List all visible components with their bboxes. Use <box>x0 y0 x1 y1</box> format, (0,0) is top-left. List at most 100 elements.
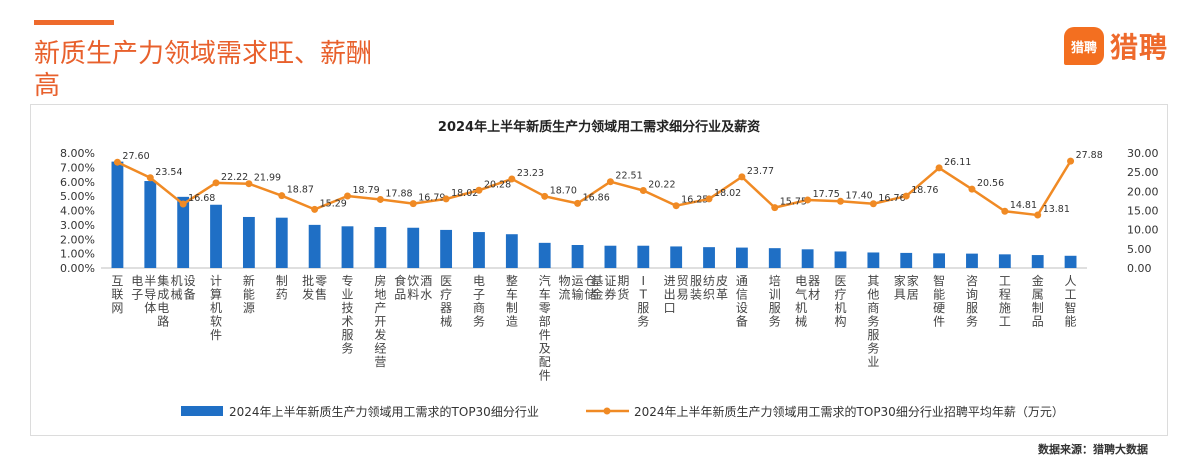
salary-point <box>278 192 286 200</box>
right-axis-tick-label: 10.00 <box>1127 224 1159 237</box>
salary-data-label: 16.86 <box>583 192 610 203</box>
bar <box>242 216 255 268</box>
svg-text:发: 发 <box>302 287 314 302</box>
svg-text:他: 他 <box>867 288 879 302</box>
svg-text:部: 部 <box>539 314 551 329</box>
svg-text:品: 品 <box>1032 315 1044 329</box>
svg-text:务: 务 <box>637 314 649 329</box>
svg-text:施: 施 <box>999 301 1011 315</box>
svg-text:服: 服 <box>769 301 781 315</box>
svg-text:互: 互 <box>111 274 123 288</box>
svg-text:输: 输 <box>572 287 584 302</box>
svg-text:疗: 疗 <box>834 288 846 302</box>
left-axis-tick-label: 4.00% <box>60 205 95 218</box>
salary-point <box>541 192 549 200</box>
svg-text:成: 成 <box>157 288 169 302</box>
svg-text:商: 商 <box>867 300 879 315</box>
salary-data-label: 17.40 <box>846 190 873 201</box>
salary-point <box>804 196 812 204</box>
svg-text:半: 半 <box>144 274 156 288</box>
svg-text:械: 械 <box>795 314 807 329</box>
svg-text:汽: 汽 <box>539 273 551 288</box>
salary-data-label: 16.76 <box>878 193 905 204</box>
svg-text:料: 料 <box>407 288 419 302</box>
logo-text: 猎聘 <box>1110 31 1169 64</box>
svg-text:品: 品 <box>394 288 406 302</box>
svg-text:术: 术 <box>341 315 353 329</box>
salary-point <box>869 200 877 208</box>
svg-text:零: 零 <box>539 301 551 315</box>
salary-data-label: 15.29 <box>320 198 347 209</box>
svg-text:属: 属 <box>1032 288 1044 302</box>
svg-text:居: 居 <box>907 288 919 302</box>
svg-text:务: 务 <box>473 314 485 329</box>
bar <box>867 252 880 268</box>
bar <box>210 204 222 268</box>
bar <box>538 242 551 268</box>
salary-data-label: 18.76 <box>911 185 938 196</box>
salary-data-label: 23.54 <box>155 167 182 178</box>
salary-data-label: 20.22 <box>648 179 675 190</box>
svg-text:批: 批 <box>302 273 314 288</box>
svg-text:体: 体 <box>144 301 156 315</box>
salary-point <box>837 197 844 205</box>
salary-point <box>1001 207 1009 215</box>
svg-text:设: 设 <box>184 274 196 288</box>
svg-text:工: 工 <box>999 315 1011 329</box>
svg-text:储: 储 <box>585 287 597 302</box>
svg-text:电: 电 <box>473 274 485 288</box>
svg-text:能: 能 <box>243 288 255 302</box>
svg-text:期: 期 <box>617 274 629 288</box>
salary-data-label: 17.88 <box>385 188 412 199</box>
bar <box>440 229 453 268</box>
svg-text:子: 子 <box>473 288 485 302</box>
svg-text:织: 织 <box>703 288 715 302</box>
svg-text:制: 制 <box>506 301 518 315</box>
salary-point <box>376 195 384 203</box>
salary-point <box>902 192 910 200</box>
svg-text:硬: 硬 <box>933 301 945 315</box>
bar <box>341 226 354 268</box>
svg-text:训: 训 <box>769 288 781 302</box>
category-label: 制药 <box>276 274 288 302</box>
legend-line-label: 2024年上半年新质生产力领域用工需求的TOP30细分行业招聘平均年薪（万元） <box>634 404 1064 419</box>
svg-text:电: 电 <box>795 274 807 288</box>
svg-text:材: 材 <box>808 288 820 302</box>
svg-text:件: 件 <box>539 369 551 383</box>
svg-text:制: 制 <box>276 274 288 288</box>
svg-text:技: 技 <box>341 301 353 315</box>
svg-text:能: 能 <box>1065 315 1077 329</box>
svg-text:网: 网 <box>111 301 123 315</box>
svg-text:贸: 贸 <box>677 274 689 288</box>
svg-text:整: 整 <box>506 273 518 288</box>
bar <box>571 245 584 268</box>
bar <box>1031 255 1044 268</box>
left-axis-tick-label: 6.00% <box>60 176 95 189</box>
bar <box>407 227 420 268</box>
svg-text:业: 业 <box>867 355 879 369</box>
salary-data-label: 23.77 <box>747 166 774 177</box>
bar <box>1064 255 1077 268</box>
svg-text:人: 人 <box>1065 274 1077 288</box>
svg-text:房: 房 <box>374 273 386 288</box>
svg-text:水: 水 <box>420 288 432 302</box>
salary-point <box>212 179 220 187</box>
svg-text:服: 服 <box>341 328 353 342</box>
svg-text:服: 服 <box>867 328 879 342</box>
bar <box>308 224 321 268</box>
category-label: 互联网 <box>111 274 123 315</box>
salary-point <box>672 202 680 210</box>
svg-text:源: 源 <box>243 301 255 315</box>
svg-text:咨: 咨 <box>966 273 978 288</box>
salary-point <box>968 185 976 193</box>
svg-text:智: 智 <box>1065 300 1077 315</box>
salary-point <box>311 205 319 213</box>
svg-text:疗: 疗 <box>440 288 452 302</box>
